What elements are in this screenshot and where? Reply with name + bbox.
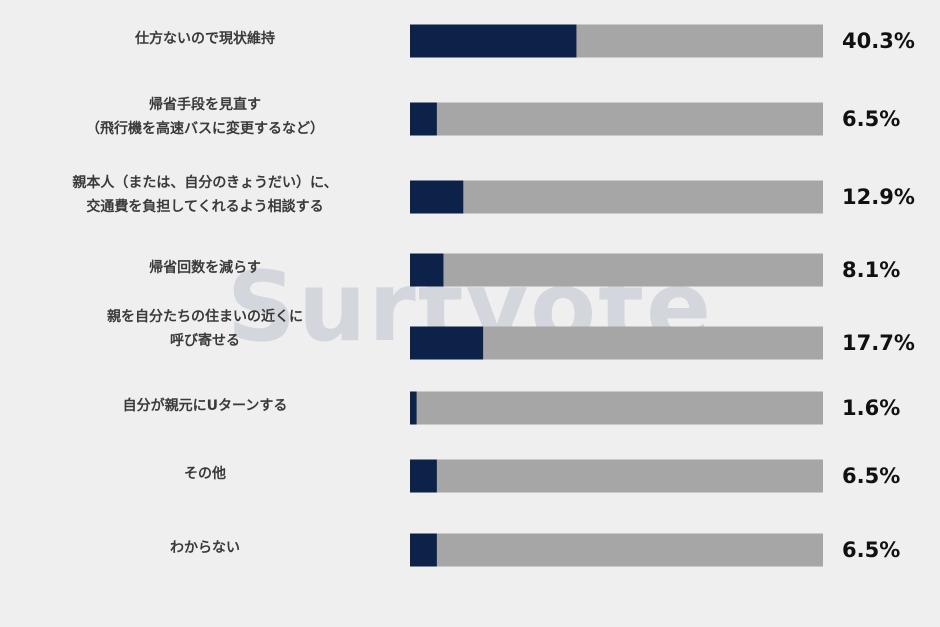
value-label: 1.6% <box>842 396 901 420</box>
bar-track <box>410 459 823 493</box>
value-label: 6.5% <box>842 107 901 131</box>
bar-value <box>410 180 464 214</box>
bar-track <box>410 533 823 567</box>
category-label: 自分が親元にUターンする <box>122 398 288 414</box>
category-label: 帰省手段を見直す （飛行機を高速バスに変更するなど） <box>86 97 324 137</box>
bar-track <box>410 102 823 136</box>
value-label: 6.5% <box>842 464 901 488</box>
bar-value <box>410 326 484 360</box>
category-label: その他 <box>184 466 226 482</box>
category-label: わからない <box>170 540 240 556</box>
bar-value <box>410 391 417 425</box>
bar-track <box>410 391 823 425</box>
category-label: 親本人（または、自分のきょうだい）に、 交通費を負担してくれるよう相談する <box>72 175 338 215</box>
category-label: 仕方ないので現状維持 <box>135 31 275 47</box>
bar-value <box>410 24 577 58</box>
value-label: 17.7% <box>842 331 915 355</box>
bar-track <box>410 180 823 214</box>
bar-value <box>410 102 437 136</box>
category-label: 親を自分たちの住まいの近くに 呼び寄せる <box>107 309 303 349</box>
category-label: 帰省回数を減らす <box>149 260 261 276</box>
value-label: 40.3% <box>842 29 915 53</box>
bar-value <box>410 459 437 493</box>
value-label: 6.5% <box>842 538 901 562</box>
bar-value <box>410 533 437 567</box>
value-label: 12.9% <box>842 185 915 209</box>
value-label: 8.1% <box>842 258 901 282</box>
bar-value <box>410 253 444 287</box>
bar-track <box>410 253 823 287</box>
